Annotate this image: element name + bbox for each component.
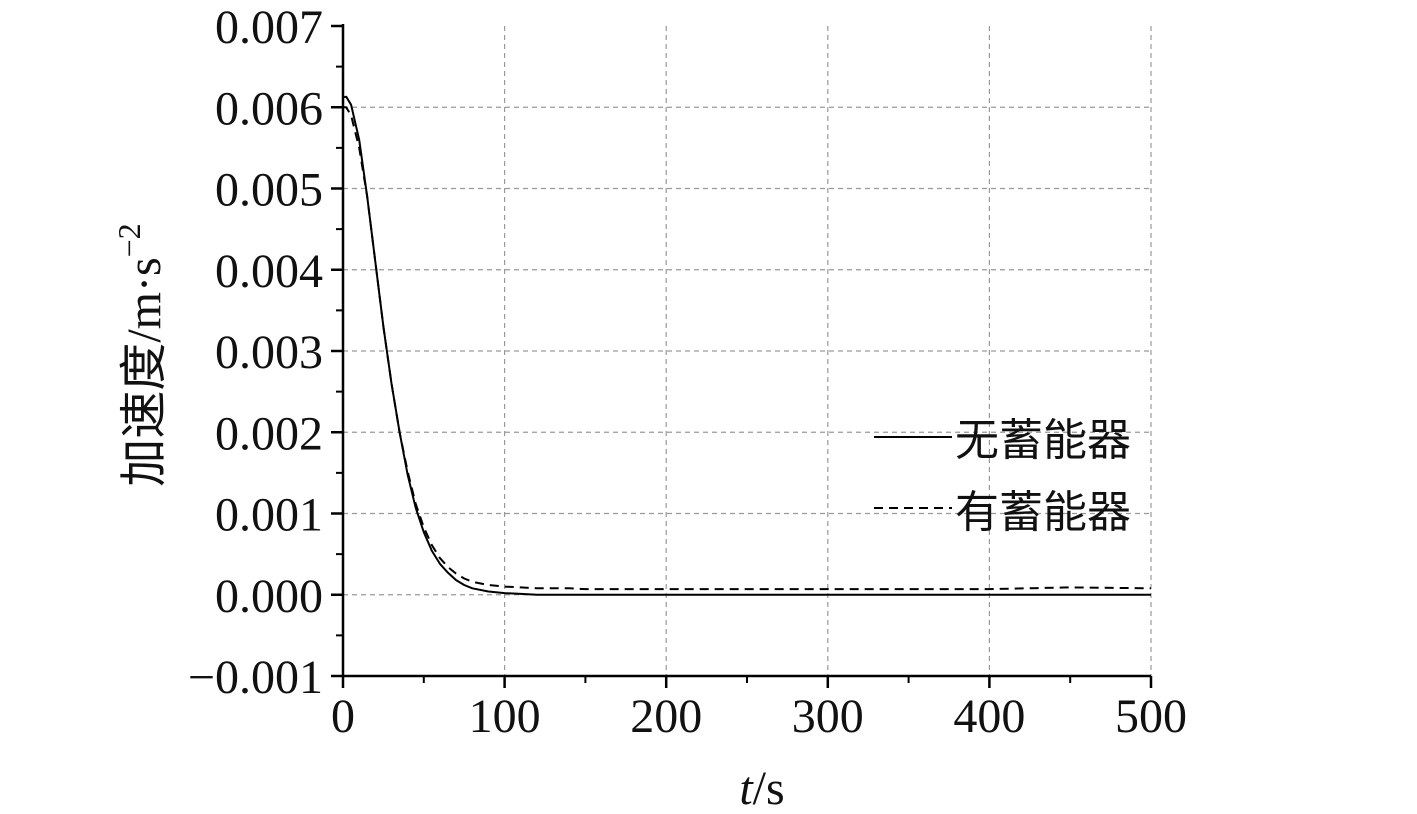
x-tick-label: 100 — [469, 690, 541, 743]
y-tick-label: 0.005 — [215, 164, 323, 217]
tick-labels: 0 100 200 300 400 500 −0.001 0.000 0.001 0.002 0.0… — [188, 1, 1187, 743]
y-tick-label: 0.000 — [215, 570, 323, 623]
tick-marks — [331, 24, 1153, 688]
y-tick-label: 0.006 — [215, 82, 323, 135]
legend: 无蓄能器 有蓄能器 — [874, 415, 1131, 538]
y-tick-label: −0.001 — [188, 651, 323, 704]
x-tick-label: 0 — [331, 690, 355, 743]
x-axis-variable: t — [739, 762, 754, 814]
legend-label-series-1: 无蓄能器 — [955, 415, 1131, 466]
x-tick-label: 400 — [953, 690, 1025, 743]
series-line-2 — [343, 106, 1152, 591]
y-tick-label: 0.004 — [215, 245, 323, 298]
y-tick-label: 0.001 — [215, 489, 323, 542]
series-lines — [342, 95, 1152, 596]
y-tick-label: 0.002 — [215, 407, 323, 460]
x-tick-label: 300 — [792, 690, 864, 743]
legend-label-series-2: 有蓄能器 — [955, 487, 1131, 538]
x-axis-unit: /s — [753, 762, 785, 814]
y-tick-label: 0.007 — [215, 1, 323, 54]
y-tick-label: 0.003 — [215, 326, 323, 379]
x-axis-title: t/s — [739, 762, 784, 814]
grid-lines — [343, 26, 1152, 676]
y-axis-label-exponent: −2 — [111, 223, 147, 257]
x-tick-label: 200 — [630, 690, 702, 743]
y-axis-title: 加速度/m·s−2 — [111, 223, 171, 486]
x-tick-label: 500 — [1115, 690, 1187, 743]
y-axis-label: 加速度/m·s — [118, 257, 171, 486]
